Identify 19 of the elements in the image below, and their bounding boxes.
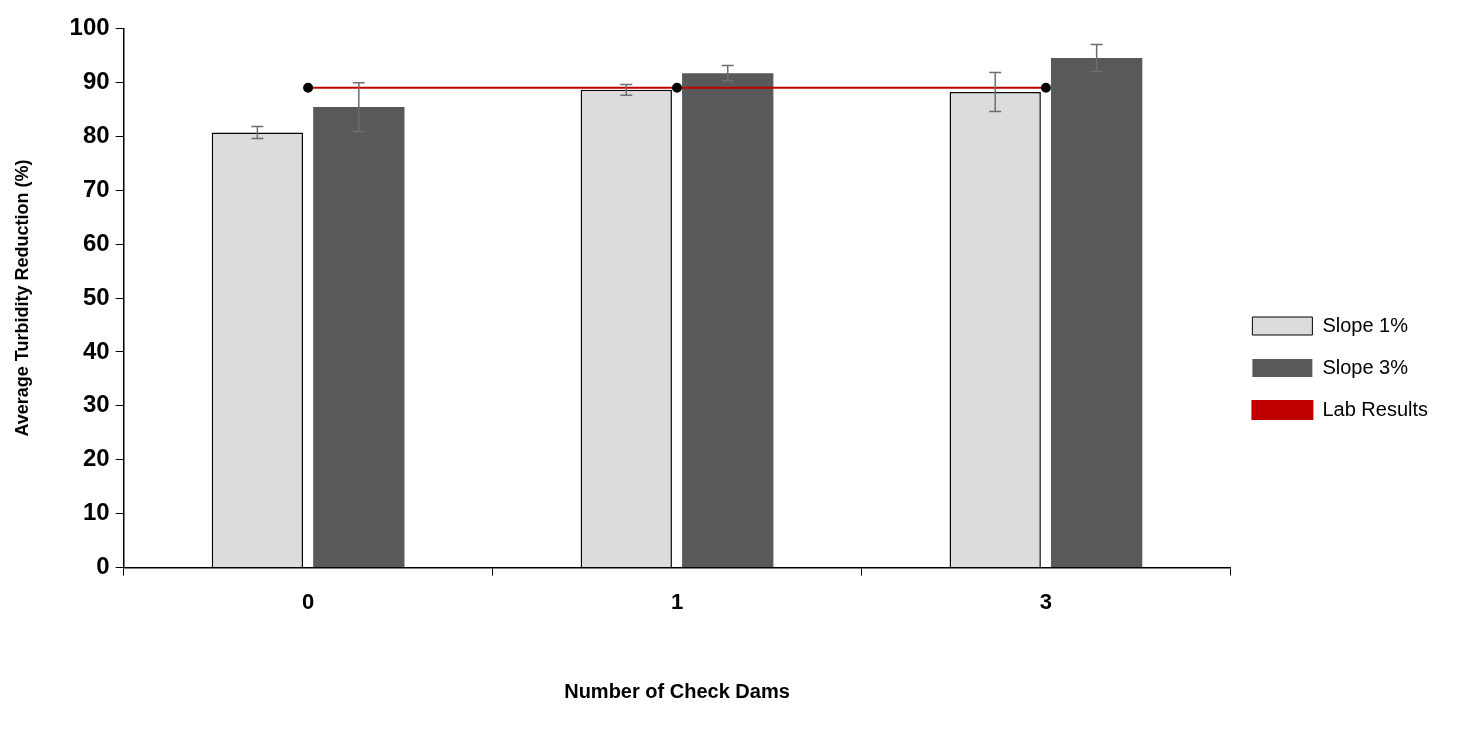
- x-tick-label: 3: [1039, 588, 1053, 614]
- y-tick-label: 100: [69, 13, 110, 41]
- y-tick-label: 0: [96, 552, 110, 580]
- legend-label: Slope 3%: [1322, 355, 1409, 378]
- y-tick-label: 10: [82, 498, 110, 526]
- y-tick-label: 50: [82, 282, 110, 310]
- y-axis-title: Average Turbidity Reduction (%): [11, 159, 32, 437]
- y-tick-label: 40: [82, 336, 110, 364]
- y-tick-label: 30: [82, 390, 110, 418]
- x-tick-label: 1: [670, 588, 684, 614]
- x-tick-label: 0: [301, 588, 315, 614]
- y-tick-label: 70: [82, 174, 110, 202]
- x-axis-title: Number of Check Dams: [564, 679, 790, 702]
- legend-label: Lab Results: [1322, 397, 1429, 420]
- legend-label: Slope 1%: [1322, 313, 1409, 336]
- y-tick-label: 80: [82, 120, 110, 148]
- y-tick-label: 20: [82, 444, 110, 472]
- y-tick-label: 60: [82, 228, 110, 256]
- y-tick-label: 90: [82, 66, 110, 94]
